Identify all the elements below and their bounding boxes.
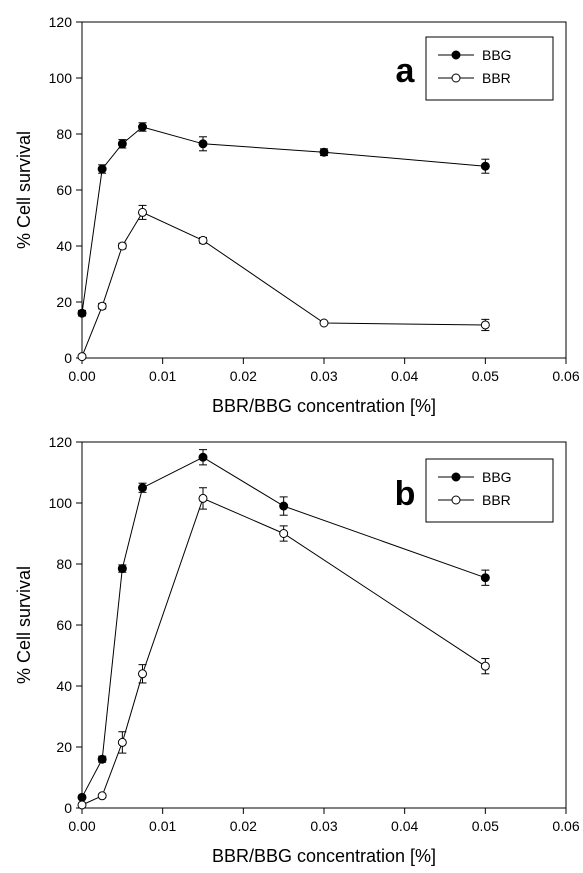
legend-box [425, 458, 554, 523]
data-point-bbr [480, 320, 490, 330]
x-tick-label: 0.05 [472, 368, 499, 384]
y-tick-label: 0 [64, 350, 72, 366]
data-point-bbg [319, 147, 329, 157]
y-axis-title: % Cell survival [14, 566, 34, 684]
panel-label: b [395, 475, 416, 513]
data-point-bbg [97, 754, 107, 764]
y-tick-label: 100 [49, 70, 73, 86]
x-tick-label: 0.04 [391, 818, 418, 834]
legend-marker-bbr [451, 73, 461, 83]
data-point-bbr [117, 737, 127, 747]
x-tick-label: 0.00 [68, 818, 95, 834]
legend-label-bbr: BBR [482, 492, 511, 508]
data-point-bbg [117, 564, 127, 574]
y-tick-label: 100 [49, 495, 73, 511]
data-point-bbr [319, 318, 329, 328]
data-point-bbr [117, 241, 127, 251]
data-point-bbr [77, 800, 87, 810]
y-tick-label: 40 [56, 678, 72, 694]
panel-a-chart: 0.00 0.01 0.02 0.03 0.04 0.05 0.06 0 20 40 60 80 100… [14, 14, 580, 416]
y-tick-label: 120 [49, 14, 73, 30]
data-point-bbg [279, 501, 289, 511]
y-tick-label: 40 [56, 238, 72, 254]
legend-marker-bbg [451, 50, 461, 60]
data-point-bbg [480, 573, 490, 583]
data-point-bbr [138, 669, 147, 679]
x-tick-label: 0.02 [230, 818, 257, 834]
x-tick-label: 0.00 [68, 368, 95, 384]
data-point-bbr [279, 529, 289, 538]
y-tick-label: 80 [56, 126, 72, 142]
x-tick-label: 0.06 [552, 818, 579, 834]
series-line-bbg [81, 126, 486, 314]
legend-label-bbg: BBG [482, 47, 512, 63]
x-tick-label: 0.03 [310, 818, 337, 834]
y-tick-label: 0 [64, 800, 72, 816]
y-tick-label: 20 [56, 294, 72, 310]
x-tick-label: 0.01 [149, 368, 176, 384]
legend-box [425, 36, 554, 101]
x-tick-label: 0.03 [310, 368, 337, 384]
data-point-bbg [77, 308, 87, 318]
data-point-bbg [138, 122, 147, 132]
data-point-bbr [480, 661, 490, 671]
data-point-bbr [198, 493, 208, 503]
panel-label: a [396, 52, 416, 90]
data-point-bbr [97, 791, 107, 801]
data-point-bbr [198, 235, 208, 245]
panel-b-chart: 0.00 0.01 0.02 0.03 0.04 0.05 0.06 0 20 40 60 80 100… [14, 434, 580, 866]
y-tick-label: 60 [56, 182, 72, 198]
legend-label-bbr: BBR [482, 70, 511, 86]
y-tick-label: 120 [49, 434, 73, 450]
legend-label-bbg: BBG [482, 469, 512, 485]
legend-marker-bbr [451, 495, 461, 505]
data-point-bbg [198, 139, 208, 149]
x-axis-title: BBR/BBG concentration [%] [212, 846, 436, 866]
data-point-bbr [77, 352, 87, 362]
data-point-bbg [97, 164, 107, 174]
data-point-bbg [198, 452, 208, 462]
y-tick-label: 20 [56, 739, 72, 755]
data-point-bbg [117, 139, 127, 149]
x-axis-title: BBR/BBG concentration [%] [212, 396, 436, 416]
legend-marker-bbg [451, 472, 461, 482]
data-point-bbr [138, 207, 147, 217]
y-tick-label: 80 [56, 556, 72, 572]
data-point-bbg [480, 161, 490, 171]
x-tick-label: 0.01 [149, 818, 176, 834]
x-tick-label: 0.05 [472, 818, 499, 834]
x-tick-label: 0.02 [230, 368, 257, 384]
data-point-bbg [77, 792, 87, 802]
series-line-bbr [81, 211, 486, 357]
data-point-bbr [97, 301, 107, 311]
data-point-bbg [138, 483, 147, 493]
x-tick-label: 0.06 [552, 368, 579, 384]
y-tick-label: 60 [56, 617, 72, 633]
y-axis-title: % Cell survival [14, 131, 34, 249]
series-line-bbr [81, 497, 486, 806]
x-tick-label: 0.04 [391, 368, 418, 384]
